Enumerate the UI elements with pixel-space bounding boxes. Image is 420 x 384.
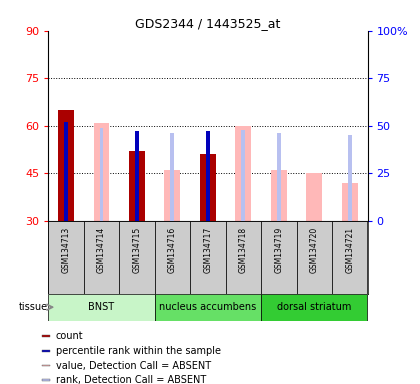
Text: percentile rank within the sample: percentile rank within the sample	[56, 346, 221, 356]
Bar	[348, 135, 352, 221]
Bar	[64, 122, 68, 221]
Bar	[226, 221, 261, 294]
Bar	[241, 129, 245, 221]
Title: GDS2344 / 1443525_at: GDS2344 / 1443525_at	[135, 17, 281, 30]
Text: GSM134718: GSM134718	[239, 227, 248, 273]
Bar	[206, 131, 210, 221]
Bar	[42, 335, 50, 337]
Text: GSM134714: GSM134714	[97, 227, 106, 273]
Bar	[135, 131, 139, 221]
Bar	[58, 110, 74, 221]
Bar	[261, 294, 368, 321]
Bar	[48, 221, 84, 294]
Text: GSM134716: GSM134716	[168, 227, 177, 273]
Bar	[190, 221, 226, 294]
Bar	[332, 221, 368, 294]
Text: tissue: tissue	[18, 302, 47, 312]
Bar	[100, 127, 103, 221]
Bar	[94, 122, 110, 221]
Bar	[155, 294, 261, 321]
Bar	[277, 133, 281, 221]
Text: BNST: BNST	[89, 302, 115, 312]
Bar	[306, 173, 322, 221]
Text: GSM134719: GSM134719	[274, 227, 284, 273]
Text: rank, Detection Call = ABSENT: rank, Detection Call = ABSENT	[56, 375, 206, 384]
Bar	[42, 350, 50, 352]
Bar	[342, 183, 358, 221]
Text: GSM134720: GSM134720	[310, 227, 319, 273]
Text: dorsal striatum: dorsal striatum	[277, 302, 352, 312]
Bar	[271, 170, 287, 221]
Text: GSM134721: GSM134721	[345, 227, 354, 273]
Bar	[165, 170, 181, 221]
Text: count: count	[56, 331, 84, 341]
Text: nucleus accumbens: nucleus accumbens	[159, 302, 257, 312]
Text: GSM134715: GSM134715	[132, 227, 142, 273]
Bar	[119, 221, 155, 294]
Bar	[297, 221, 332, 294]
Bar	[42, 379, 50, 381]
Bar	[171, 133, 174, 221]
Text: value, Detection Call = ABSENT: value, Detection Call = ABSENT	[56, 361, 211, 371]
Bar	[42, 365, 50, 366]
Bar	[200, 154, 216, 221]
Bar	[84, 221, 119, 294]
Text: GSM134717: GSM134717	[203, 227, 213, 273]
Bar	[155, 221, 190, 294]
Bar	[235, 126, 251, 221]
Text: GSM134713: GSM134713	[62, 227, 71, 273]
Bar	[129, 151, 145, 221]
Bar	[261, 221, 297, 294]
Bar	[48, 294, 155, 321]
